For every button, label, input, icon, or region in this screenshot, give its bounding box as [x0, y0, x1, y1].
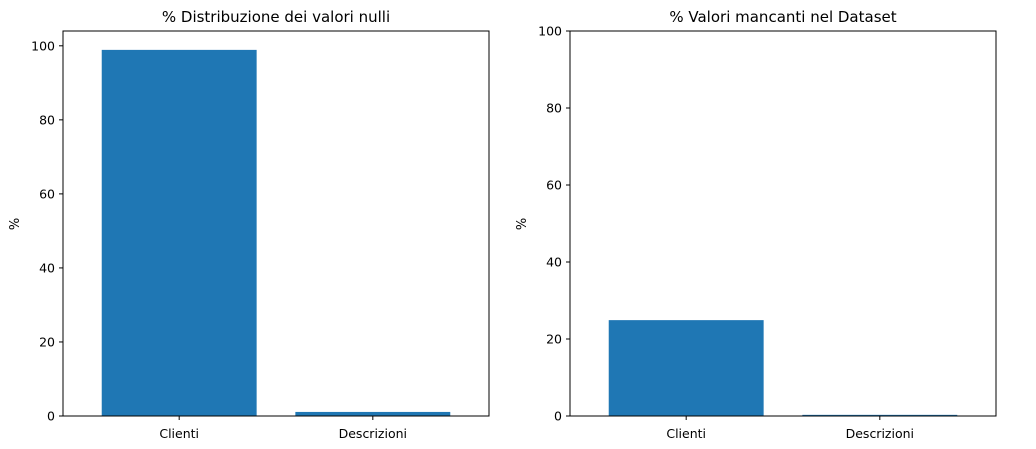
y-tick-label: 20: [546, 332, 562, 347]
chart-missing-values: % Valori mancanti nel Dataset % 0 20 40 60 8…: [515, 8, 997, 441]
y-tick-label: 60: [39, 186, 55, 201]
y-ticks: 0 20 40 60 80 100: [31, 38, 63, 424]
chart-title: % Valori mancanti nel Dataset: [669, 8, 896, 26]
y-tick-label: 60: [546, 178, 562, 193]
y-axis-label: %: [515, 218, 530, 230]
y-tick-label: 80: [39, 112, 55, 127]
y-tick-label: 40: [39, 260, 55, 275]
x-tick-label: Descrizioni: [846, 426, 914, 441]
x-ticks: Clienti Descrizioni: [666, 416, 914, 441]
y-tick-label: 0: [47, 409, 55, 424]
bar-descrizioni: [295, 411, 451, 416]
axes-frame: [62, 30, 490, 417]
y-ticks: 0 20 40 60 80 100: [538, 24, 570, 424]
x-tick-label: Descrizioni: [339, 426, 407, 441]
x-tick-label: Clienti: [666, 426, 706, 441]
y-tick-label: 20: [39, 334, 55, 349]
bars: [101, 49, 451, 416]
bar-descrizioni: [802, 414, 958, 416]
axes-frame: [569, 30, 997, 417]
bar-clienti: [101, 49, 257, 416]
y-axis-label: %: [8, 218, 23, 230]
y-tick-label: 80: [546, 101, 562, 116]
y-tick-label: 100: [538, 24, 562, 39]
x-tick-label: Clienti: [159, 426, 199, 441]
x-ticks: Clienti Descrizioni: [159, 416, 407, 441]
y-tick-label: 100: [31, 38, 55, 53]
y-tick-label: 40: [546, 255, 562, 270]
chart-null-distribution: % Distribuzione dei valori nulli % 0 20 40…: [8, 8, 490, 441]
chart-title: % Distribuzione dei valori nulli: [162, 8, 390, 26]
y-tick-label: 0: [554, 409, 562, 424]
bar-clienti: [608, 320, 764, 416]
bars: [608, 320, 958, 416]
